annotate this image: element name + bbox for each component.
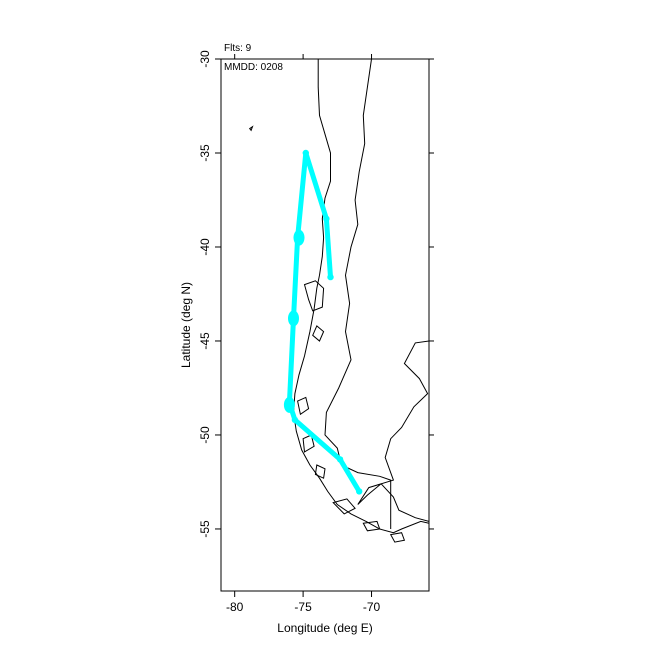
x-axis-title: Longitude (deg E) [277,621,372,635]
flights-count-label: Flts: 9 [224,43,252,54]
y-tick-label: -50 [198,426,212,444]
island-outline [389,532,406,543]
flight-track-point [336,456,344,463]
y-tick-label: -35 [198,144,212,162]
island-outline [297,396,310,416]
flight-track-line [286,150,362,494]
x-tick-label: -70 [363,600,381,614]
flight-track-point [323,215,330,222]
track-layer [283,149,363,495]
y-tick-label: -40 [198,238,212,256]
island-outline [302,434,315,453]
x-tick-label: -80 [226,600,244,614]
x-tick-label: -75 [294,600,312,614]
island-outline [314,464,326,479]
flight-dwell-point [293,229,305,246]
flight-track-point [327,273,334,281]
flight-track-point [356,488,363,495]
flight-dwell-point [283,396,295,413]
y-axis: -30 -35 -40 -45 -50 -55 [198,50,434,538]
x-axis: -80 -75 -70 [226,54,381,614]
flight-dwell-point [288,310,299,327]
atlantic-coastline [357,340,429,522]
island-outline [362,520,381,532]
island-outline [248,125,254,132]
island-outline [303,280,325,312]
map-layer [248,59,429,543]
plot-frame [220,58,430,592]
date-label: MMDD: 0208 [224,62,283,73]
island-outline [332,498,356,515]
flight-track-point [291,416,299,424]
island-outline [312,325,325,342]
y-axis-title: Latitude (deg N) [179,282,193,368]
y-tick-label: -30 [198,50,212,68]
y-tick-label: -45 [198,332,212,350]
flight-track-point [302,149,309,157]
y-tick-label: -55 [198,520,212,538]
pacific-coastline [292,59,429,534]
chile-argentina-border [324,59,392,529]
